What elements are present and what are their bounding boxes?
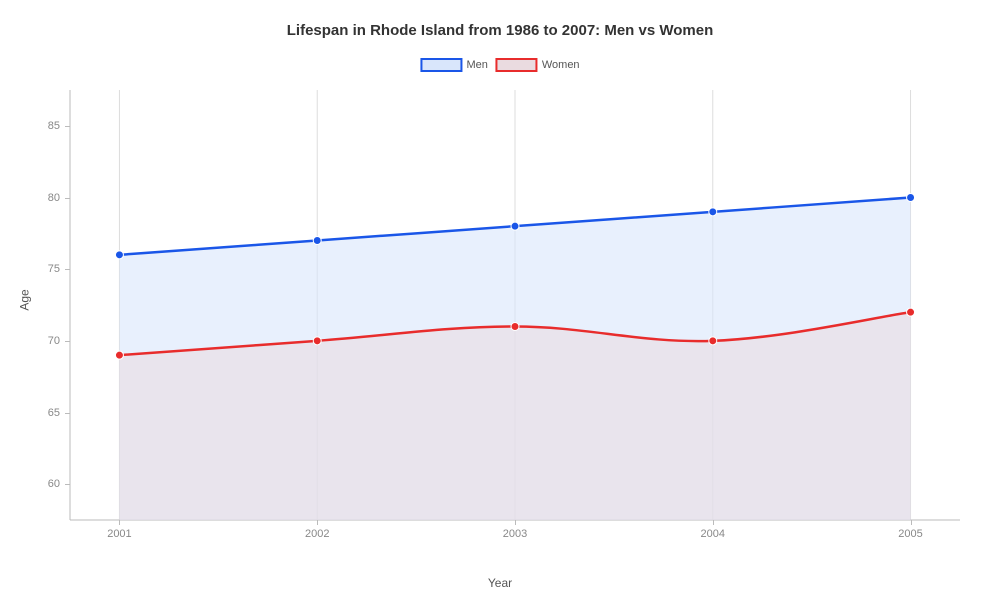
- x-tick-label: 2001: [107, 528, 131, 540]
- x-tick-label: 2004: [701, 528, 725, 540]
- x-tick-label: 2002: [305, 528, 329, 540]
- legend-swatch-women: [496, 58, 538, 72]
- legend-item-men: Men: [420, 58, 487, 72]
- y-tick-label: 70: [48, 335, 60, 347]
- legend-label-men: Men: [466, 59, 487, 71]
- y-tick-label: 85: [48, 120, 60, 132]
- plot-area: 20012002200320042005606570758085: [70, 90, 960, 520]
- y-tick-label: 80: [48, 192, 60, 204]
- y-tick-label: 65: [48, 407, 60, 419]
- legend-item-women: Women: [496, 58, 580, 72]
- y-tick-label: 60: [48, 478, 60, 490]
- x-tick-label: 2003: [503, 528, 527, 540]
- y-tick-label: 75: [48, 263, 60, 275]
- y-axis-label: Age: [18, 289, 32, 310]
- legend-swatch-men: [420, 58, 462, 72]
- chart-title: Lifespan in Rhode Island from 1986 to 20…: [0, 22, 1000, 39]
- x-tick-label: 2005: [898, 528, 922, 540]
- x-axis-label: Year: [488, 576, 512, 590]
- legend-label-women: Women: [542, 59, 580, 71]
- legend: Men Women: [420, 58, 579, 72]
- chart-svg: [70, 90, 960, 520]
